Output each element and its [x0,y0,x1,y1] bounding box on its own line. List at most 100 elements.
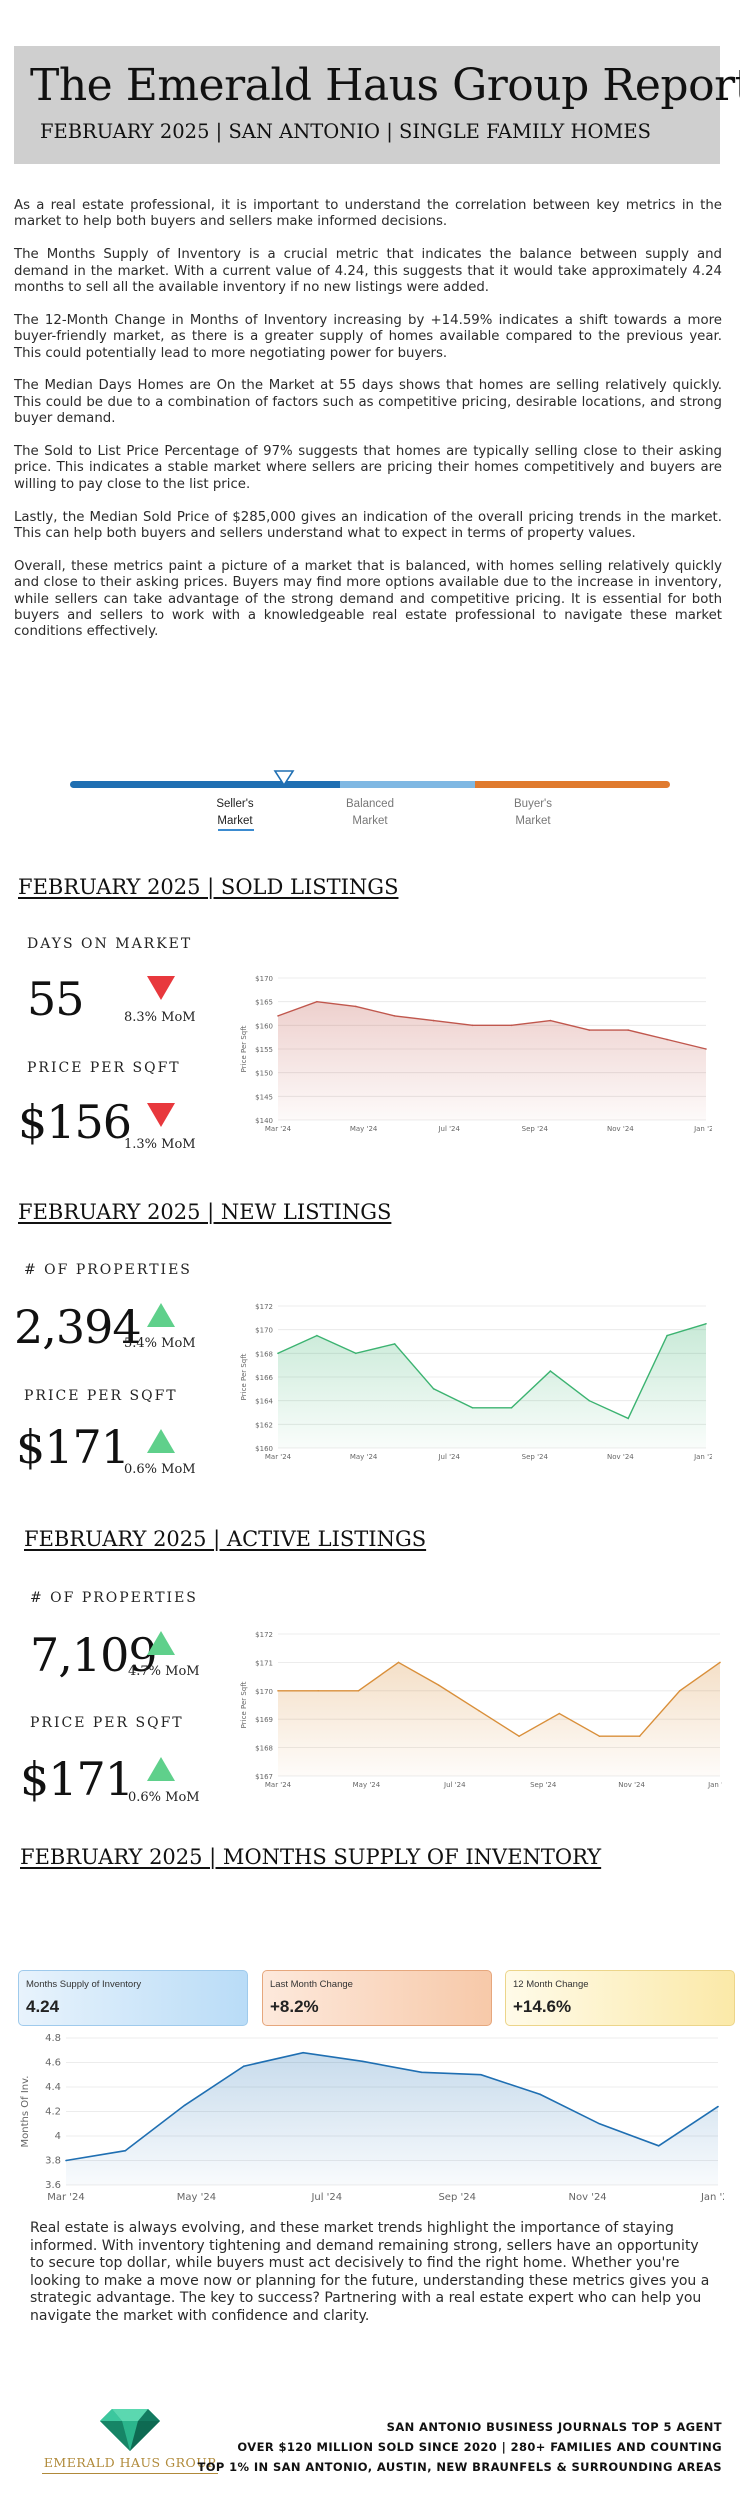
y-axis-label: Price Per Sqft [240,1353,248,1400]
data-point [657,2145,660,2147]
y-tick-label: $168 [255,1350,273,1358]
data-point [638,1735,641,1738]
x-tick-label: Sep '24 [438,2192,476,2203]
active-count-label: # OF PROPERTIES [30,1590,198,1606]
sold-price-chart: $140 $145 $150 $155 $160 $165 $170 Mar '24 May '… [240,975,712,1133]
x-tick-label: Sep '24 [522,1453,549,1461]
x-tick-label: Mar '24 [265,1781,292,1789]
scale-bar-seller [70,781,340,788]
y-tick-label: 3.6 [45,2180,61,2191]
data-point [302,2051,304,2054]
x-tick-label: May '24 [353,1781,381,1789]
msi-last-month-card: Last Month Change +8.2% [262,1970,492,2026]
data-point [627,1417,629,1420]
arrow-up-icon [147,1631,175,1655]
data-point [65,2159,67,2162]
intro-paragraph: The 12-Month Change in Months of Invento… [14,312,722,361]
data-point [705,1322,707,1325]
y-axis-label: Price Per Sqft [240,1681,248,1728]
new-price-change: 0.6% MoM [124,1462,196,1477]
data-point [510,1406,513,1409]
card-value: +8.2% [270,1997,319,2016]
active-price-value: $171 [20,1752,134,1806]
x-tick-label: Jan '25 [693,1453,712,1461]
data-point [432,1388,435,1390]
x-tick-label: May '24 [177,2192,216,2203]
y-tick-label: $162 [255,1421,273,1429]
arrow-up-icon [147,1303,175,1327]
card-label: 12 Month Change [513,1979,589,1990]
data-point [598,2122,601,2125]
y-tick-label: $150 [255,1070,273,1078]
logo-rule [42,2473,218,2474]
arrow-up-icon [147,1429,175,1453]
y-tick-label: 4.6 [45,2058,61,2069]
area-fill [66,2052,718,2185]
y-tick-label: $165 [255,999,273,1007]
y-tick-label: $172 [255,1631,273,1639]
x-tick-label: Nov '24 [569,2192,607,2203]
series-line [65,2051,719,2162]
sold-price-change: 1.3% MoM [124,1137,196,1152]
data-point [432,1019,435,1022]
scale-label-buyer: Buyer's Market [514,798,552,827]
msi-current-card: Months Supply of Inventory 4.24 [18,1970,248,2026]
data-point [558,1712,561,1715]
active-count-change: 4.7% MoM [128,1664,200,1679]
intro-paragraph: The Sold to List Price Percentage of 97%… [14,444,722,492]
y-tick-label: $160 [255,1445,273,1453]
y-tick-label: $171 [255,1659,273,1667]
data-point [549,1019,552,1022]
arrow-down-icon [147,976,175,1000]
new-price-chart: $160 $162 $164 $166 $168 $170 $172 Mar '24 May '… [240,1303,712,1461]
data-point [357,1690,360,1692]
closing-text: Real estate is always evolving, and thes… [30,2220,710,2324]
data-point [316,1334,318,1337]
report-title: The Emerald Haus Group Report [30,60,740,111]
y-tick-label: 3.8 [45,2156,61,2167]
data-point [480,2073,482,2076]
report-header: The Emerald Haus Group Report FEBRUARY 2… [14,46,740,164]
new-price-label: PRICE PER SQFT [24,1388,178,1404]
card-label: Last Month Change [270,1979,353,1990]
y-tick-label: $170 [255,1327,273,1335]
data-point [420,2071,423,2074]
y-tick-label: 4.4 [45,2082,61,2093]
area-fill [278,1001,706,1120]
footer-line-1: SAN ANTONIO BUSINESS JOURNALS TOP 5 AGEN… [386,2420,722,2434]
data-point [277,1352,279,1355]
arrow-up-icon [147,1757,175,1781]
data-point [666,1038,668,1041]
data-point [539,2093,541,2096]
emerald-logo-icon [100,2409,160,2451]
active-price-label: PRICE PER SQFT [30,1715,184,1731]
data-point [549,1370,552,1372]
x-tick-label: Jan '25 [700,2192,724,2203]
intro-paragraph: The Months Supply of Inventory is a cruc… [14,247,722,296]
y-tick-label: $169 [255,1716,273,1724]
data-point [393,1015,396,1017]
company-logo: EMERALD HAUS GROUP [40,2405,220,2474]
y-tick-label: $140 [255,1117,273,1125]
x-tick-label: Jul '24 [437,1453,460,1461]
data-point [316,1000,318,1003]
x-tick-label: May '24 [350,1453,378,1461]
y-axis-label: Price Per Sqft [240,1025,248,1072]
market-scale: Seller's Market Balanced Market Buyer's … [70,770,670,840]
sold-price-value: $156 [18,1095,132,1149]
y-tick-label: $170 [255,1688,273,1696]
data-point [719,1661,721,1664]
x-tick-label: Jan '25 [707,1781,722,1789]
x-tick-label: Sep '24 [530,1781,557,1789]
new-count-change: 5.4% MoM [124,1336,196,1351]
data-point [666,1334,668,1337]
series-line [277,1323,707,1420]
x-tick-label: Jan '25 [693,1125,712,1133]
scale-label-balanced: Balanced Market [346,798,394,827]
data-point [705,1048,707,1050]
new-count-label: # OF PROPERTIES [24,1262,192,1278]
data-point [277,1690,279,1692]
area-fill [278,1662,720,1776]
y-tick-label: $155 [255,1046,273,1054]
data-point [627,1029,629,1031]
